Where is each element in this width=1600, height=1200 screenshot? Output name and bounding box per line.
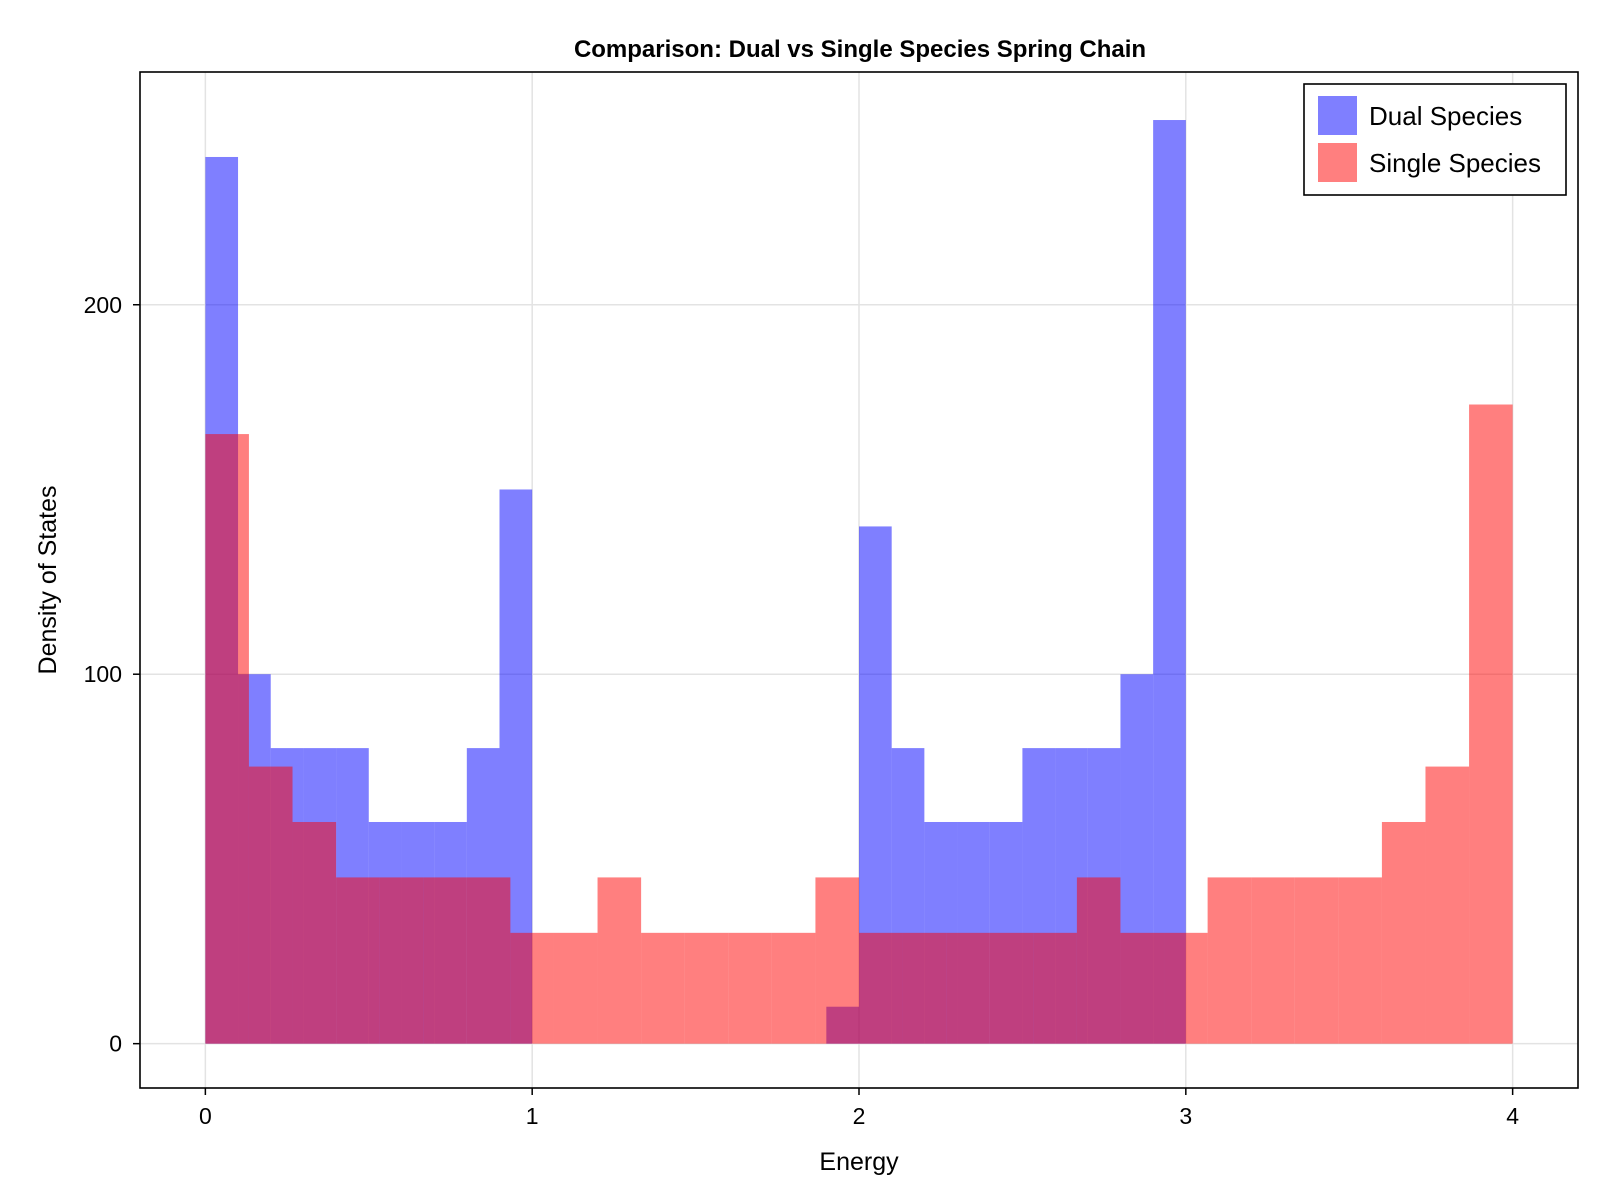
legend: Dual Species Single Species [1303, 83, 1567, 196]
histogram-bar [1033, 932, 1077, 1044]
histogram-bar [379, 877, 424, 1044]
y-tick-label: 0 [109, 1031, 122, 1057]
histogram-bar [1294, 877, 1339, 1044]
histogram-bar [771, 932, 816, 1044]
histogram-bar [1381, 821, 1426, 1044]
histogram-bar [205, 434, 249, 1044]
series-single-species [205, 404, 1513, 1044]
histogram-bar [1076, 877, 1121, 1044]
histogram-bar [859, 932, 903, 1044]
histogram-bar [248, 766, 293, 1044]
histogram-bar [597, 877, 642, 1044]
x-tick-label: 0 [199, 1103, 212, 1129]
histogram-bar [423, 877, 467, 1044]
histogram-bar [946, 932, 990, 1044]
histogram-bar [1153, 120, 1186, 1044]
histogram-bar [1207, 877, 1252, 1044]
x-tick-label: 1 [526, 1103, 539, 1129]
histogram-bar [728, 932, 772, 1044]
histogram-bar [1164, 932, 1208, 1044]
histogram-bar [292, 821, 337, 1044]
legend-swatch [1318, 96, 1357, 135]
histogram-bar [1120, 932, 1165, 1044]
y-tick-label: 100 [84, 661, 122, 687]
histogram-bar [1469, 404, 1513, 1044]
histogram-bar [1251, 877, 1295, 1044]
histogram-bar [989, 932, 1034, 1044]
legend-label: Dual Species [1369, 101, 1522, 131]
y-axis-label: Density of States [34, 486, 62, 675]
histogram-bar [902, 932, 947, 1044]
histogram-bars [205, 120, 1513, 1044]
histogram-bar [641, 932, 685, 1044]
x-tick-label: 2 [853, 1103, 866, 1129]
chart-title: Comparison: Dual vs Single Species Sprin… [574, 36, 1146, 63]
histogram-bar [1338, 877, 1382, 1044]
legend-label: Single Species [1369, 148, 1541, 178]
histogram-bar [684, 932, 729, 1044]
histogram-bar [815, 877, 859, 1044]
histogram-bar [1425, 766, 1470, 1044]
x-axis-label: Energy [819, 1148, 899, 1176]
x-tick-label: 4 [1506, 1103, 1519, 1129]
histogram-bar [466, 877, 511, 1044]
legend-swatch [1318, 143, 1357, 182]
histogram-bar [336, 877, 380, 1044]
histogram-bar [553, 932, 598, 1044]
x-tick-label: 3 [1179, 1103, 1192, 1129]
axis-ticks: 0 1 2 3 4 0 100 200 [84, 292, 1520, 1129]
histogram-bar [510, 932, 554, 1044]
y-tick-label: 200 [84, 292, 122, 318]
